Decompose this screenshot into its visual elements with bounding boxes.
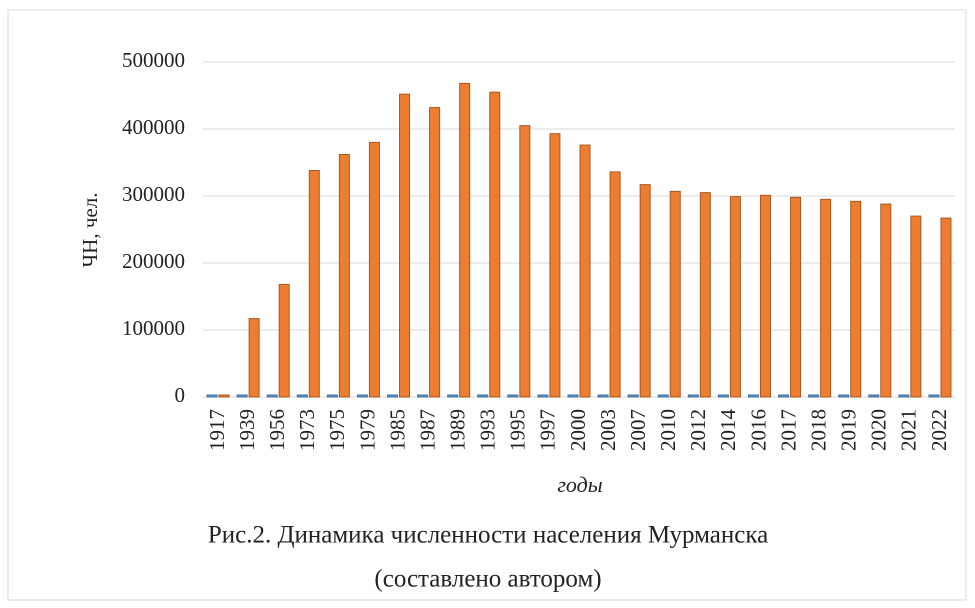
y-axis-title: ЧН, чел. <box>78 193 102 268</box>
y-tick-label: 400000 <box>122 115 185 139</box>
bar <box>338 153 350 398</box>
bar <box>609 171 621 398</box>
bar <box>206 394 218 398</box>
bar <box>729 196 741 398</box>
bar <box>868 394 880 398</box>
x-tick-label: 2022 <box>927 409 951 451</box>
x-tick-label: 2021 <box>897 409 921 451</box>
x-tick-label: 1979 <box>355 409 379 451</box>
bar <box>296 394 308 398</box>
bar <box>477 394 489 398</box>
y-tick-label: 300000 <box>122 182 185 206</box>
bar <box>898 394 910 398</box>
bar <box>747 394 759 398</box>
bar <box>236 394 248 398</box>
bar <box>850 200 862 398</box>
bar <box>326 394 338 398</box>
bar <box>759 194 771 398</box>
bar <box>507 394 519 398</box>
bar <box>489 91 501 398</box>
y-tick-label: 100000 <box>122 316 185 340</box>
x-axis-title: годы <box>557 472 602 497</box>
bar <box>669 190 681 398</box>
bar <box>218 394 230 398</box>
caption: (составлено автором) <box>374 566 601 593</box>
bar <box>519 125 531 398</box>
bar <box>820 198 832 398</box>
bar <box>778 394 790 398</box>
bar <box>429 107 441 398</box>
x-tick-label: 2020 <box>867 409 891 451</box>
bar <box>940 217 952 398</box>
bar <box>356 394 368 398</box>
chart-frame <box>7 9 967 601</box>
bar <box>266 394 278 398</box>
bar <box>699 192 711 398</box>
x-tick-label: 2016 <box>746 409 770 451</box>
bar <box>808 394 820 398</box>
bar <box>880 203 892 398</box>
x-tick-label: 2012 <box>686 409 710 451</box>
x-tick-label: 1975 <box>325 409 349 451</box>
bar <box>639 184 651 398</box>
x-tick-label: 2003 <box>596 409 620 451</box>
bar <box>417 394 429 398</box>
bar <box>687 394 699 398</box>
x-tick-label: 1997 <box>536 409 560 451</box>
caption: Рис.2. Динамика численности населения Му… <box>208 522 768 549</box>
x-tick-label: 1917 <box>205 409 229 451</box>
bar <box>657 394 669 398</box>
bar <box>597 394 609 398</box>
bar <box>838 394 850 398</box>
bar <box>627 394 639 398</box>
x-tick-label: 2014 <box>716 409 740 452</box>
x-tick-label: 1989 <box>445 409 469 451</box>
bar <box>717 394 729 398</box>
bar <box>537 394 549 398</box>
x-tick-label: 1987 <box>415 409 439 451</box>
bar <box>790 196 802 398</box>
bar <box>387 394 399 398</box>
x-tick-label: 1993 <box>476 409 500 451</box>
x-tick-label: 2018 <box>806 409 830 451</box>
bar <box>368 141 380 398</box>
bar <box>399 93 411 398</box>
x-tick-label: 1956 <box>265 409 289 451</box>
x-tick-label: 2017 <box>776 409 800 451</box>
y-tick-label: 0 <box>175 383 186 407</box>
bar <box>928 394 940 398</box>
bar <box>278 283 290 398</box>
bar <box>447 394 459 398</box>
y-tick-label: 500000 <box>122 48 185 72</box>
bar <box>549 133 561 398</box>
bar <box>567 394 579 398</box>
x-tick-label: 1973 <box>295 409 319 451</box>
x-tick-label: 2000 <box>566 409 590 451</box>
x-tick-label: 2010 <box>656 409 680 451</box>
x-tick-label: 1995 <box>506 409 530 451</box>
bar <box>459 82 471 398</box>
x-tick-label: 2007 <box>626 409 650 451</box>
bar <box>308 170 320 398</box>
bar <box>910 215 922 398</box>
x-tick-label: 2019 <box>837 409 861 451</box>
bar <box>579 144 591 398</box>
bar <box>248 318 260 398</box>
x-tick-label: 1985 <box>385 409 409 451</box>
x-tick-label: 1939 <box>235 409 259 451</box>
y-tick-label: 200000 <box>122 249 185 273</box>
